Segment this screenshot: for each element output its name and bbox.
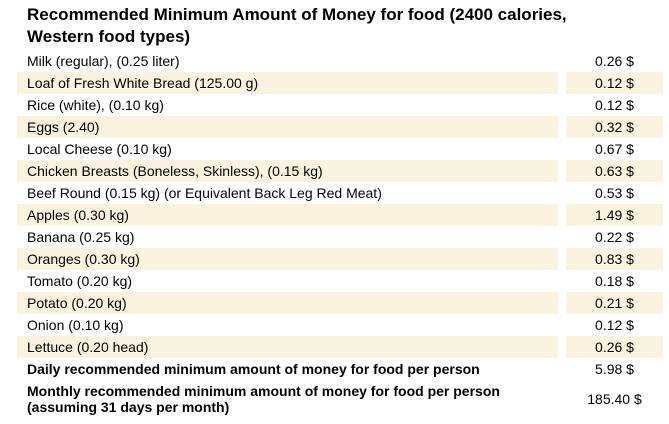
food-item-price: 1.49 $ <box>558 204 663 226</box>
daily-total-label: Daily recommended minimum amount of mone… <box>17 358 562 380</box>
food-item-label: Milk (regular), (0.25 liter) <box>17 50 562 72</box>
table-row: Apples (0.30 kg) 1.49 $ <box>17 204 663 226</box>
food-item-price: 0.32 $ <box>558 116 663 138</box>
food-item-price: 0.12 $ <box>558 94 663 116</box>
food-item-label: Banana (0.25 kg) <box>17 226 562 248</box>
food-item-price: 0.63 $ <box>558 160 663 182</box>
table-row: Oranges (0.30 kg) 0.83 $ <box>17 248 663 270</box>
food-prices-table: Milk (regular), (0.25 liter) 0.26 $ Loaf… <box>17 50 663 418</box>
food-item-label: Rice (white), (0.10 kg) <box>17 94 562 116</box>
food-item-price: 0.18 $ <box>558 270 663 292</box>
page-title: Recommended Minimum Amount of Money for … <box>27 5 567 46</box>
food-item-label: Loaf of Fresh White Bread (125.00 g) <box>17 72 562 94</box>
food-item-label: Chicken Breasts (Boneless, Skinless), (0… <box>17 160 562 182</box>
table-row: Beef Round (0.15 kg) (or Equivalent Back… <box>17 182 663 204</box>
food-item-label: Beef Round (0.15 kg) (or Equivalent Back… <box>17 182 562 204</box>
table-row: Rice (white), (0.10 kg) 0.12 $ <box>17 94 663 116</box>
table-row: Milk (regular), (0.25 liter) 0.26 $ <box>17 50 663 72</box>
daily-total-price: 5.98 $ <box>558 358 663 380</box>
food-item-label: Local Cheese (0.10 kg) <box>17 138 562 160</box>
food-item-price: 0.26 $ <box>558 50 663 72</box>
table-row: Eggs (2.40) 0.32 $ <box>17 116 663 138</box>
monthly-total-label: Monthly recommended minimum amount of mo… <box>17 380 562 418</box>
table-row: Tomato (0.20 kg) 0.18 $ <box>17 270 663 292</box>
food-item-price: 0.26 $ <box>558 336 663 358</box>
food-item-label: Oranges (0.30 kg) <box>17 248 562 270</box>
table-row: Chicken Breasts (Boneless, Skinless), (0… <box>17 160 663 182</box>
food-item-label: Potato (0.20 kg) <box>17 292 562 314</box>
food-item-price: 0.12 $ <box>558 314 663 336</box>
food-item-price: 0.12 $ <box>558 72 663 94</box>
table-row: Local Cheese (0.10 kg) 0.67 $ <box>17 138 663 160</box>
food-item-label: Tomato (0.20 kg) <box>17 270 562 292</box>
food-item-price: 0.67 $ <box>558 138 663 160</box>
table-row: Banana (0.25 kg) 0.22 $ <box>17 226 663 248</box>
monthly-total-price: 185.40 $ <box>558 380 663 418</box>
table-row: Lettuce (0.20 head) 0.26 $ <box>17 336 663 358</box>
food-item-price: 0.83 $ <box>558 248 663 270</box>
table-row: Loaf of Fresh White Bread (125.00 g) 0.1… <box>17 72 663 94</box>
table-row: Potato (0.20 kg) 0.21 $ <box>17 292 663 314</box>
table-row: Onion (0.10 kg) 0.12 $ <box>17 314 663 336</box>
food-item-label: Apples (0.30 kg) <box>17 204 562 226</box>
food-item-price: 0.53 $ <box>558 182 663 204</box>
monthly-total-row: Monthly recommended minimum amount of mo… <box>17 380 663 418</box>
food-item-price: 0.22 $ <box>558 226 663 248</box>
food-item-label: Onion (0.10 kg) <box>17 314 562 336</box>
food-item-price: 0.21 $ <box>558 292 663 314</box>
food-item-label: Eggs (2.40) <box>17 116 562 138</box>
daily-total-row: Daily recommended minimum amount of mone… <box>17 358 663 380</box>
food-item-label: Lettuce (0.20 head) <box>17 336 562 358</box>
